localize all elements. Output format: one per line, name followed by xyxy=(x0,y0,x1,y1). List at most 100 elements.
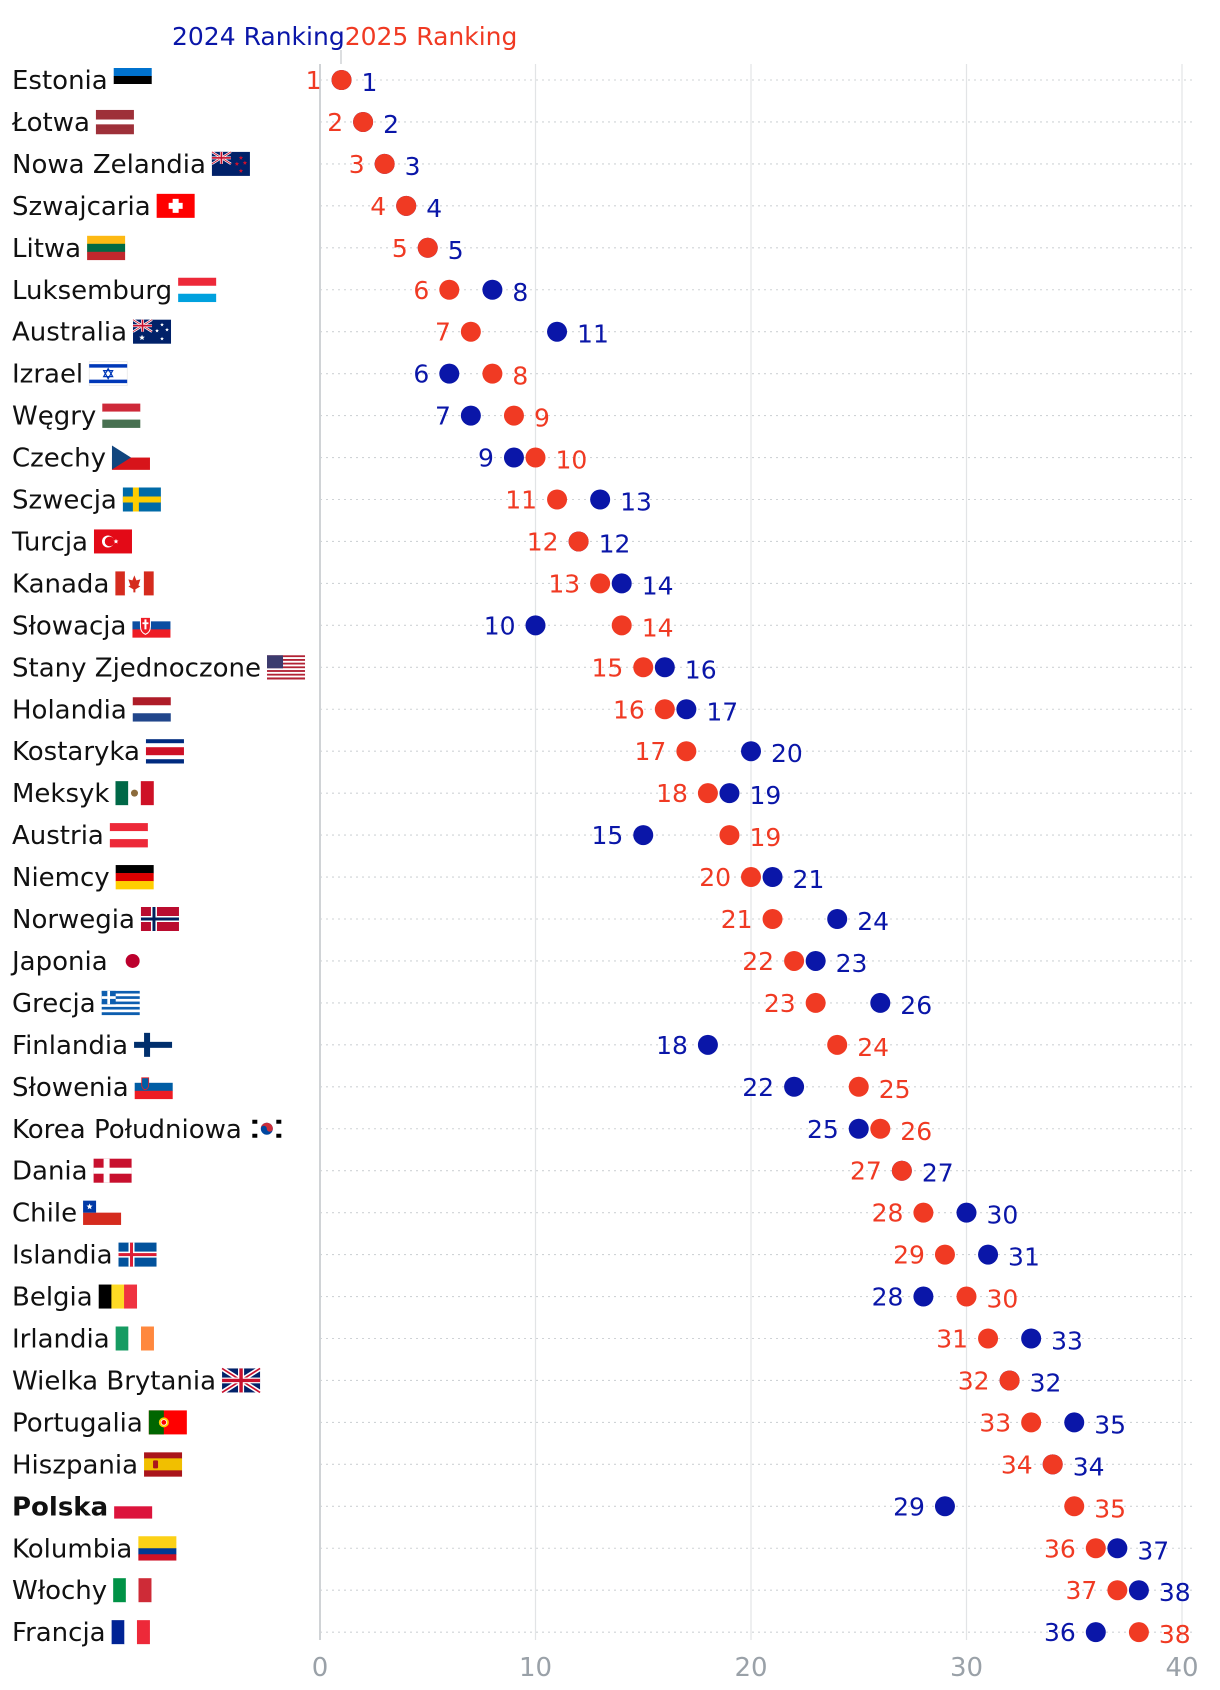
value-label-2024: 32 xyxy=(1030,1368,1062,1397)
dot-2025 xyxy=(611,615,632,636)
value-label-2024: 25 xyxy=(807,1115,839,1144)
dot-2025 xyxy=(762,909,783,929)
dot-2025 xyxy=(1064,1496,1085,1517)
slovenia-flag xyxy=(134,1074,173,1100)
row: Luksemburg 6 8 xyxy=(12,276,1192,307)
country-label: Turcja xyxy=(11,527,88,557)
dot-2024 xyxy=(934,1496,955,1517)
country-label: Włochy xyxy=(12,1576,107,1606)
x-tick-label: 40 xyxy=(1165,1653,1198,1683)
value-label-2024: 1 xyxy=(362,68,378,97)
austria-flag xyxy=(109,823,148,848)
value-label-2025: 35 xyxy=(1094,1494,1126,1523)
dot-2025 xyxy=(1107,1580,1128,1601)
denmark-flag xyxy=(93,1158,132,1183)
dot-2025 xyxy=(331,70,352,90)
belgium-flag xyxy=(98,1284,138,1309)
dot-2025 xyxy=(374,153,395,174)
dot-2025 xyxy=(848,1076,869,1097)
row: Włochy 37 38 xyxy=(12,1576,1192,1607)
value-label-2025: 12 xyxy=(527,527,559,556)
country-label: Hiszpania xyxy=(12,1450,138,1480)
value-label-2025: 31 xyxy=(936,1325,968,1354)
country-label: Szwecja xyxy=(12,486,117,516)
country-label: Austria xyxy=(12,821,104,851)
row: Szwajcaria 4 4 xyxy=(12,192,1192,223)
dot-2025 xyxy=(417,237,438,258)
dot-2025 xyxy=(482,363,503,384)
row: Chile 28 30 xyxy=(12,1199,1192,1230)
row: Hiszpania 34 34 xyxy=(12,1450,1192,1481)
row: Grecja 23 26 xyxy=(12,989,1192,1020)
value-label-2024: 28 xyxy=(872,1283,904,1312)
dot-2025 xyxy=(719,825,740,846)
dot-2024 xyxy=(503,447,524,468)
luxembourg-flag xyxy=(178,277,217,303)
value-label-2024: 9 xyxy=(478,444,494,473)
country-label: Luksemburg xyxy=(12,276,172,306)
value-label-2025: 3 xyxy=(349,150,365,179)
spain-flag xyxy=(144,1452,183,1477)
value-label-2024: 4 xyxy=(426,194,442,223)
colombia-flag xyxy=(138,1536,177,1561)
country-label: Czechy xyxy=(12,444,106,474)
value-label-2025: 32 xyxy=(958,1366,990,1395)
dot-2024 xyxy=(848,1118,869,1139)
country-label: Estonia xyxy=(12,66,108,96)
value-label-2024: 20 xyxy=(771,739,803,768)
dot-2025 xyxy=(1021,1412,1042,1433)
country-label: Nowa Zelandia xyxy=(12,150,206,180)
dot-2024 xyxy=(870,992,891,1013)
value-label-2024: 19 xyxy=(749,781,781,810)
chile-flag xyxy=(83,1200,122,1225)
value-label-2025: 34 xyxy=(1001,1450,1033,1479)
x-axis: 0 10 20 30 40 xyxy=(312,1653,1199,1683)
value-label-2024: 33 xyxy=(1051,1327,1083,1356)
dot-2025 xyxy=(934,1244,955,1265)
value-label-2025: 28 xyxy=(872,1199,904,1228)
value-label-2024: 31 xyxy=(1008,1243,1040,1272)
dot-2024 xyxy=(913,1286,934,1307)
dot-2025 xyxy=(870,1118,891,1139)
country-label: Kostaryka xyxy=(12,737,140,767)
x-tick-label: 30 xyxy=(950,1653,983,1683)
germany-flag xyxy=(115,865,154,890)
value-label-2024: 30 xyxy=(987,1201,1019,1230)
row: Francja 36 38 xyxy=(12,1618,1192,1649)
value-label-2024: 17 xyxy=(706,697,738,726)
country-label: Węgry xyxy=(12,402,96,432)
chart-legend: 2024 Ranking2025 Ranking xyxy=(172,22,517,51)
row: Łotwa 2 2 xyxy=(11,108,1192,139)
dot-2024 xyxy=(482,279,503,300)
value-label-2024: 22 xyxy=(742,1073,774,1102)
dot-2025 xyxy=(460,321,481,342)
dot-2025 xyxy=(525,447,546,468)
value-label-2025: 10 xyxy=(556,446,588,475)
value-label-2025: 7 xyxy=(435,318,451,347)
country-label: Kanada xyxy=(12,569,109,599)
dot-2024 xyxy=(1107,1538,1128,1559)
dot-2024 xyxy=(439,363,460,384)
value-label-2025: 20 xyxy=(699,863,731,892)
country-label: Słowacja xyxy=(12,611,126,641)
country-label: Japonia xyxy=(10,947,108,977)
row: Portugalia 33 35 xyxy=(12,1408,1192,1439)
canada-flag xyxy=(115,571,154,596)
dot-2025 xyxy=(999,1370,1020,1391)
dot-2024 xyxy=(590,489,611,510)
country-label: Polska xyxy=(12,1492,108,1522)
lithuania-flag xyxy=(87,235,126,261)
dot-2025 xyxy=(913,1202,934,1223)
country-label: Norwegia xyxy=(12,905,135,935)
country-label: Portugalia xyxy=(12,1408,143,1438)
dot-2024 xyxy=(827,909,848,929)
turkey-flag xyxy=(93,529,132,554)
dot-2025 xyxy=(439,279,460,300)
value-label-2025: 23 xyxy=(764,989,796,1018)
row: Słowacja 10 14 xyxy=(12,611,1192,642)
sweden-flag xyxy=(122,487,161,512)
value-label-2025: 11 xyxy=(505,486,537,515)
row: Austria 15 19 xyxy=(12,821,1192,852)
value-label-2025: 25 xyxy=(879,1075,911,1104)
portugal-flag xyxy=(148,1410,187,1435)
